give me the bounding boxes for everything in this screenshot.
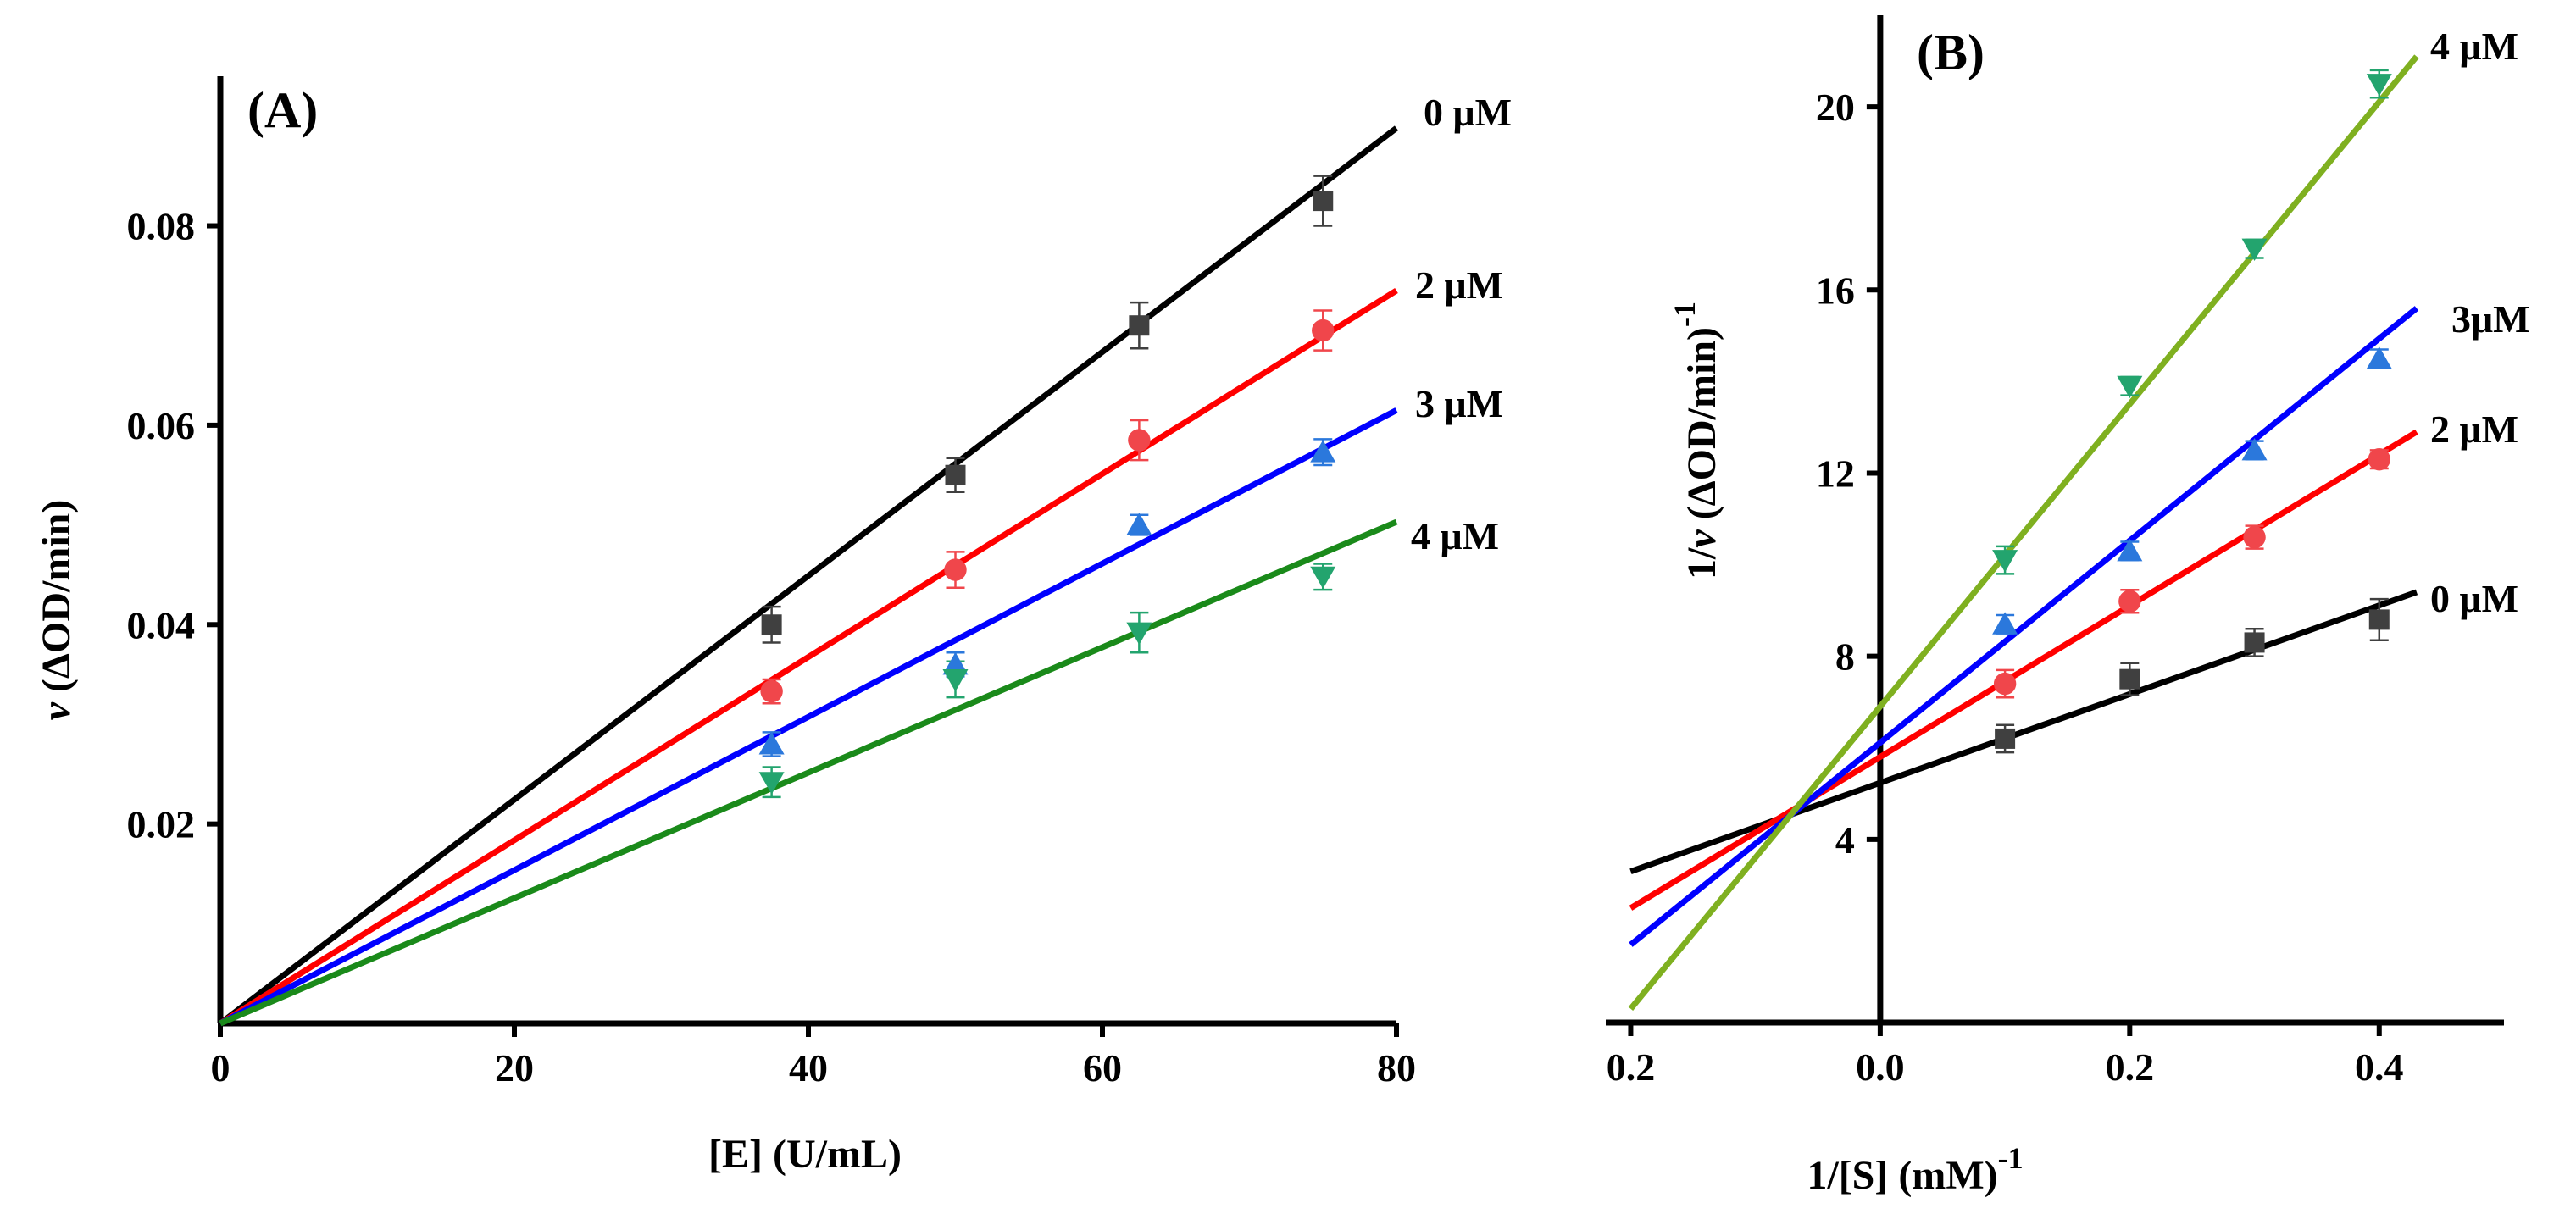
panel-a-data-point — [1126, 513, 1152, 535]
panel-a-chart: (A) 0 20 40 60 80 0.02 0.04 0.06 0.08 0 μM 2 μM 3 … — [34, 76, 1512, 1177]
panel-b-fit-line — [1629, 306, 2419, 947]
panel-a-data-point — [1310, 440, 1336, 463]
panel-a-data-point — [945, 464, 966, 485]
panel-a-data-point — [1310, 566, 1336, 590]
panel-a-fit-line — [219, 288, 1398, 1026]
panel-a-y-axis-title: v (ΔOD/min) — [34, 500, 79, 721]
panel-b-data-point — [2241, 238, 2268, 262]
panel-a-label: (A) — [247, 82, 318, 138]
panel-b-data-point — [1992, 612, 2018, 635]
panel-b-data-point — [2368, 448, 2390, 471]
panel-b-y-tick-label: 16 — [1816, 269, 1855, 312]
panel-a-data-point — [758, 772, 785, 795]
panel-a-data-point — [1129, 315, 1150, 336]
panel-a-y-tick-label: 0.06 — [127, 404, 196, 447]
panel-b-data-point — [2117, 375, 2143, 399]
panel-a-data-point — [1126, 622, 1152, 646]
panel-b-x-axis-title: 1/[S] (mM)-1 — [1807, 1141, 2023, 1198]
panel-b-data-point — [1992, 550, 2018, 573]
panel-a-data-point — [760, 679, 783, 703]
panel-b-data-point — [1993, 672, 2017, 696]
panel-a-x-tick-label: 80 — [1377, 1046, 1416, 1089]
panel-a-data-point — [1312, 319, 1335, 342]
panel-a-series-label: 2 μM — [1415, 263, 1503, 307]
panel-b-y-tick-label: 20 — [1816, 86, 1855, 129]
panel-b-data-point — [2241, 438, 2268, 461]
panel-b-fit-line — [1628, 54, 2419, 1012]
panel-a-series-label: 3 μM — [1415, 382, 1503, 425]
panel-b-label: (B) — [1917, 25, 1985, 80]
panel-b-y-tick-label: 8 — [1835, 635, 1855, 679]
panel-a-x-tick-label: 60 — [1083, 1046, 1122, 1089]
panel-b-data-point — [2117, 538, 2143, 562]
panel-b-data-point — [2118, 590, 2141, 613]
panel-a-x-tick-label: 40 — [789, 1046, 828, 1089]
panel-b-x-tick-label: 0.4 — [2355, 1045, 2404, 1089]
panel-b-series-label: 3μM — [2451, 297, 2530, 341]
panel-b-series-label: 4 μM — [2430, 25, 2518, 68]
panel-b-data-point — [1995, 728, 2016, 749]
panel-b-data-point — [2366, 74, 2392, 97]
panel-b-chart: (B) 0.2 0.0 0.2 0.4 4 8 12 16 20 0 μM 2 μM 3μM 4 μM… — [1606, 15, 2530, 1198]
panel-b-data-point — [2119, 668, 2140, 690]
panel-a-data-point — [1128, 429, 1151, 452]
panel-a-data-point — [944, 558, 967, 581]
panel-a-data-point — [942, 668, 969, 692]
panel-b-y-axis-title: 1/v (ΔOD/min)-1 — [1668, 302, 1724, 579]
panel-b-data-point — [2366, 346, 2392, 369]
panel-a-y-tick-label: 0.08 — [127, 205, 196, 248]
panel-a-data-point — [761, 614, 782, 635]
panel-a-fit-line — [218, 125, 1399, 1026]
panel-a-y-tick-label: 0.04 — [127, 603, 196, 646]
panel-b-x-tick-label: 0.2 — [2106, 1045, 2155, 1089]
panel-b-series-label: 2 μM — [2430, 407, 2518, 451]
panel-a-data-point — [758, 732, 785, 755]
panel-a-x-tick-label: 20 — [495, 1046, 534, 1089]
panel-a-series-label: 4 μM — [1411, 514, 1499, 557]
panel-b-fit-line — [1629, 589, 2418, 874]
panel-b-data-point — [2368, 609, 2390, 630]
panel-b-x-tick-label: 0.2 — [1607, 1045, 1656, 1089]
panel-b-data-point — [2243, 525, 2266, 549]
panel-a-fit-line — [219, 407, 1398, 1027]
panel-a-data-point — [942, 651, 969, 675]
panel-a-series-label: 0 μM — [1424, 91, 1512, 134]
panel-b-series-label: 0 μM — [2430, 577, 2518, 620]
panel-a-x-axis-title: [E] (U/mL) — [708, 1132, 902, 1177]
panel-a-data-point — [1313, 191, 1334, 212]
panel-b-y-tick-label: 4 — [1835, 818, 1855, 862]
panel-a-y-tick-label: 0.02 — [127, 803, 196, 846]
panel-a-fit-line — [219, 518, 1398, 1027]
panel-a-x-tick-label: 0 — [211, 1046, 230, 1089]
panel-b-data-point — [2244, 632, 2265, 653]
panel-b-y-tick-label: 12 — [1816, 452, 1855, 495]
panel-b-x-tick-label: 0.0 — [1856, 1045, 1905, 1089]
panel-b-fit-line — [1629, 429, 2418, 911]
